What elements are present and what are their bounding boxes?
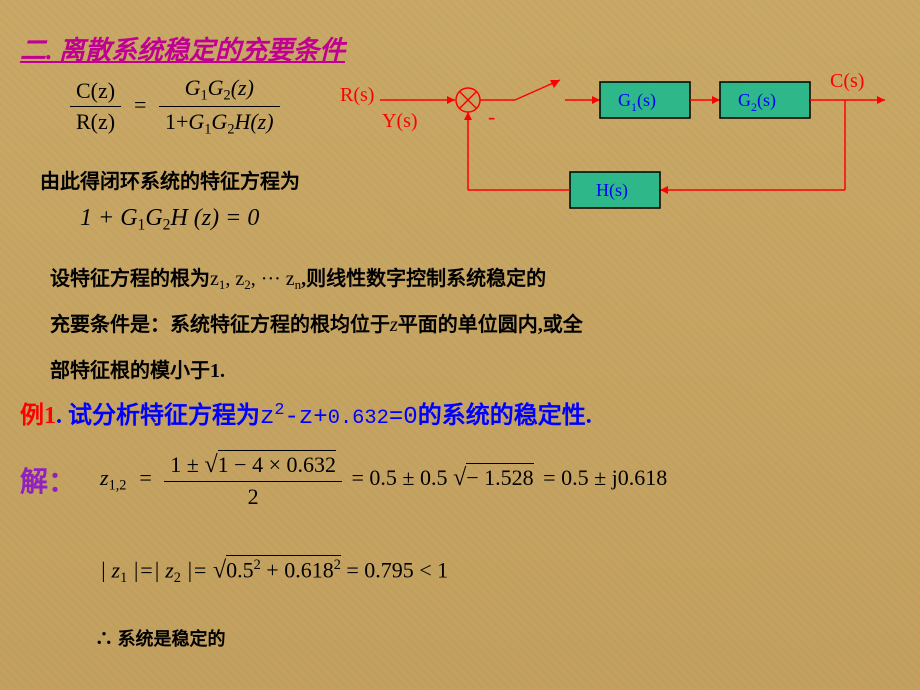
- roots-text: 设特征方程的根为z1, z2, ··· zn,则线性数字控制系统稳定的: [50, 262, 546, 293]
- z12-sub: 1,2: [109, 477, 127, 493]
- transfer-function-formula: C(z) R(z) = G1G2(z) 1+G1G2H(z): [70, 75, 280, 139]
- sol-den: 2: [164, 482, 342, 510]
- char-equation: 1 + G1G2H (z) = 0: [80, 205, 259, 235]
- r-label: R(s): [340, 84, 374, 107]
- char-eq-part1: 1 + G: [80, 205, 138, 231]
- tf-rhs-num-g1: G: [185, 75, 201, 100]
- mag-c: |=: [181, 558, 207, 583]
- section-heading: 二. 离散系统稳定的充要条件: [20, 30, 345, 67]
- char-eq-text: 由此得闭环系统的特征方程为: [40, 165, 300, 194]
- magnitude-formula: | z1 |=| z2 |= √0.52 + 0.6182 = 0.795 < …: [100, 555, 448, 587]
- tf-rhs-den-lead: 1+: [165, 109, 188, 134]
- c-label: C(s): [830, 70, 864, 93]
- cond-text-a: 充要条件是：系统特征方程的根均位于z平面的单位圆内,或全: [50, 308, 583, 337]
- mag-res: = 0.795 < 1: [346, 558, 448, 583]
- cond-b: 平面的单位圆内,或全: [398, 314, 583, 336]
- example-num: 1: [44, 403, 56, 429]
- sol-mid: = 0.5 ± 0.5: [351, 465, 447, 490]
- tf-rhs-num-g2: G: [208, 75, 224, 100]
- sol-rad2: − 1.528: [466, 463, 533, 491]
- diagram-svg: G1(s) G2(s) H(s): [340, 60, 900, 230]
- sol-end: = 0.5 ± j0.618: [543, 465, 667, 490]
- tf-rhs-den-g1: G: [188, 109, 204, 134]
- example-text-b: 的系统的稳定性.: [418, 403, 592, 429]
- cond-a: 充要条件是：系统特征方程的根均位于: [50, 314, 390, 336]
- example-text-a: . 试分析特征方程为: [56, 403, 260, 429]
- example-line: 例1. 试分析特征方程为z2-z+0.632=0的系统的稳定性.: [20, 395, 592, 431]
- tf-rhs-num-tail: (z): [231, 75, 254, 100]
- char-eq-part2: G: [145, 205, 162, 231]
- roots-text-b: ,则线性数字控制系统稳定的: [301, 268, 546, 290]
- minus-sign: -: [488, 104, 495, 130]
- mag-b: |=| z: [127, 558, 174, 583]
- block-diagram: G1(s) G2(s) H(s) R(s) Y(s) C(s) -: [340, 60, 900, 230]
- mag-a: | z: [100, 558, 120, 583]
- mag-rad-b: + 0.618: [261, 558, 334, 583]
- sol-num-a: 1 ±: [170, 452, 199, 477]
- solution-formula-1: z1,2 = 1 ± √1 − 4 × 0.632 2 = 0.5 ± 0.5 …: [100, 450, 667, 510]
- char-eq-part3: H (z) = 0: [170, 205, 259, 231]
- conclusion: ∴ 系统是稳定的: [95, 625, 226, 651]
- z12: z: [100, 465, 109, 490]
- y-label: Y(s): [382, 110, 418, 133]
- tf-rhs-den-g2: G: [211, 109, 227, 134]
- example-prefix: 例: [20, 403, 44, 429]
- roots-text-a: 设特征方程的根为: [50, 268, 210, 290]
- mag-rad-a: 0.5: [226, 558, 254, 583]
- solution-label: 解：: [20, 460, 76, 500]
- sol-rad1: 1 − 4 × 0.632: [218, 450, 336, 478]
- tf-lhs-num: C(z): [70, 78, 121, 107]
- example-eq: z2-z+0.632=0: [260, 404, 418, 431]
- cond-text-c: 部特征根的模小于1.: [50, 354, 225, 383]
- tf-rhs-den-h: H(z): [234, 109, 273, 134]
- tf-lhs-den: R(z): [70, 107, 121, 135]
- h-block-label: H(s): [596, 180, 628, 201]
